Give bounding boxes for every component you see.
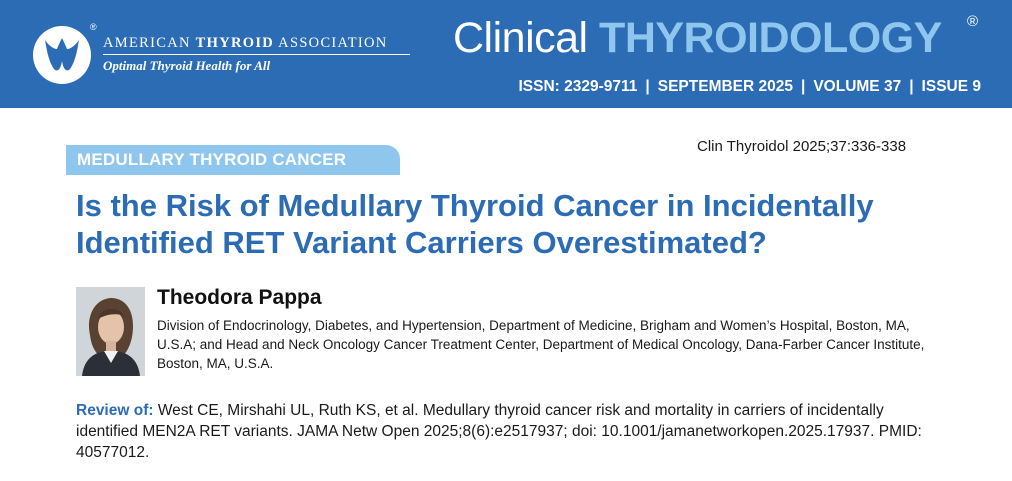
citation: Clin Thyroidol 2025;37:336-338 <box>697 138 907 155</box>
section-tag: MEDULLARY THYROID CANCER <box>66 145 400 175</box>
registered-mark: ® <box>90 22 97 32</box>
issue-info: ISSN: 2329-9711 | SEPTEMBER 2025 | VOLUME 37… <box>518 78 981 95</box>
issn: ISSN: 2329-9711 <box>518 78 638 95</box>
association-name: AMERICAN THYROID ASSOCIATION <box>103 35 388 51</box>
thyroid-logo-icon <box>33 26 91 84</box>
association-divider <box>103 54 410 55</box>
article-title: Is the Risk of Medullary Thyroid Cancer … <box>76 188 874 260</box>
issue-number: ISSUE 9 <box>921 78 981 95</box>
journal-registered-mark: ® <box>967 13 978 30</box>
review-reference: West CE, Mirshahi UL, Ruth KS, et al. Me… <box>76 402 922 461</box>
author-affiliation: Division of Endocrinology, Diabetes, and… <box>157 318 925 371</box>
association-tagline: Optimal Thyroid Health for All <box>103 58 271 73</box>
volume: VOLUME 37 <box>813 78 902 95</box>
review-label: Review of: <box>76 402 154 419</box>
masthead: ® AMERICAN THYROID ASSOCIATION Optimal T… <box>0 0 1012 108</box>
issue-date: SEPTEMBER 2025 <box>657 78 793 95</box>
author-portrait <box>76 287 145 376</box>
journal-title: Clinical THYROIDOLOGY ® <box>453 13 978 62</box>
review-citation: Review of: West CE, Mirshahi UL, Ruth KS… <box>76 400 926 463</box>
author-name: Theodora Pappa <box>157 286 322 309</box>
